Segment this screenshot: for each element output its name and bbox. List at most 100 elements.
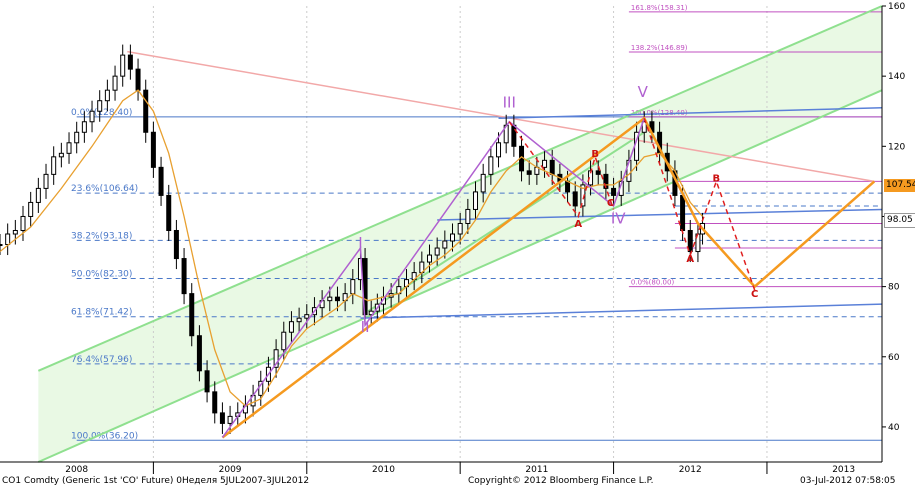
channel-line <box>37 5 883 372</box>
candle-body <box>66 142 72 154</box>
fib-level-label: 23.6%(106.64) <box>71 184 138 194</box>
candle-body <box>511 124 517 147</box>
candle-body <box>434 247 440 256</box>
fib-ext-label: 0.0%(80.00) <box>631 279 675 287</box>
abc-label: B <box>591 149 599 160</box>
candle-body <box>288 321 294 333</box>
fib-level-label: 61.8%(71.42) <box>71 308 132 318</box>
footer-security-label: CO1 Comdty (Generic 1st 'CO' Future) 0Не… <box>2 476 310 486</box>
candle-body <box>20 215 26 231</box>
fib-level-label: 50.0%(82.30) <box>71 270 132 280</box>
candle-body <box>58 152 64 158</box>
candle-body <box>442 240 448 249</box>
candle-body <box>473 191 479 210</box>
candle-body <box>542 159 548 168</box>
candle-body <box>12 229 18 235</box>
candle-body <box>488 156 494 175</box>
candle-body <box>496 142 502 158</box>
candle-body <box>5 233 11 246</box>
x-tick-label: 2012 <box>679 465 702 475</box>
resistance-line <box>498 106 883 119</box>
candle-body <box>196 335 202 372</box>
candle-body <box>143 89 149 133</box>
candle-body <box>457 222 463 235</box>
abc-label: B <box>713 173 721 184</box>
candle-body <box>173 229 179 260</box>
projection-line <box>221 116 876 439</box>
candle-body <box>549 159 555 175</box>
candle-body <box>296 317 302 323</box>
candle-body <box>181 258 187 295</box>
footer: CO1 Comdty (Generic 1st 'CO' Future) 0Не… <box>0 474 915 488</box>
candle-body <box>0 244 3 247</box>
candle-body <box>28 201 34 217</box>
support-line <box>360 303 883 319</box>
candle-body <box>465 208 471 224</box>
x-tick-label: 2013 <box>832 465 855 475</box>
candle-body <box>273 349 279 368</box>
wave-label: V <box>638 83 649 101</box>
candle-body <box>687 229 693 253</box>
wave-label: IV <box>611 209 626 227</box>
wave-label: III <box>503 94 516 112</box>
candle-body <box>104 89 110 102</box>
x-tick-label: 2010 <box>372 465 395 475</box>
last-price-orange-label: 107.54 <box>884 179 915 192</box>
y-tick-label: 60 <box>888 353 900 363</box>
candle-body <box>603 173 609 189</box>
fib-ext-label: 161.8%(158.31) <box>631 4 688 12</box>
wave-label: II <box>361 318 370 336</box>
candle-body <box>572 191 578 207</box>
y-tick-label: 120 <box>888 142 905 152</box>
candle-body <box>158 166 164 196</box>
candle-body <box>189 293 195 337</box>
candle-body <box>120 54 126 77</box>
candle-body <box>595 170 601 175</box>
candle-body <box>97 100 103 112</box>
footer-timestamp: 03-Jul-2012 07:58:05 <box>800 476 896 486</box>
y-tick-label: 80 <box>888 283 900 293</box>
candle-body <box>350 279 356 295</box>
y-tick-label: 40 <box>888 423 900 433</box>
downtrend-line <box>127 50 875 183</box>
candle-body <box>204 370 210 393</box>
candle-body <box>166 194 172 231</box>
fib-level-label: 38.2%(93.18) <box>71 231 132 241</box>
candle-body <box>112 75 118 91</box>
candle-body <box>526 170 532 175</box>
fib-ext-label: 100.0%(128.40) <box>631 109 688 117</box>
x-tick-label: 2009 <box>219 465 242 475</box>
y-tick-label: 140 <box>888 72 905 82</box>
candle-body <box>43 173 49 189</box>
fib-level-label: 76.4%(57.96) <box>71 355 132 365</box>
wave-count-line <box>221 117 645 438</box>
candle-body <box>81 121 87 133</box>
moving-average-line <box>0 89 704 407</box>
footer-copyright: Copyright© 2012 Bloomberg Finance L.P. <box>468 476 654 486</box>
y-tick-label: 160 <box>888 2 905 12</box>
candle-body <box>227 415 233 424</box>
candle-body <box>35 187 41 203</box>
channel-line <box>37 89 883 463</box>
candle-body <box>212 391 218 414</box>
wave-label: I <box>358 234 362 252</box>
candle-body <box>641 121 647 133</box>
last-price-label: 98.05 <box>884 213 915 228</box>
candle-body <box>327 296 333 302</box>
candle-body <box>426 254 432 263</box>
candle-body <box>74 131 80 144</box>
fib-level-label: 100.0%(36.20) <box>71 431 138 441</box>
abc-label: C <box>607 198 614 209</box>
correction-line <box>643 118 756 291</box>
abc-label: A <box>574 219 582 230</box>
candle-body <box>611 187 617 196</box>
candle-body <box>450 233 456 242</box>
candle-body <box>51 156 57 175</box>
correction-line <box>508 121 615 219</box>
candle-body <box>135 68 141 91</box>
candle-body <box>89 110 95 123</box>
fib-level-label: 0.0%(128.40) <box>71 108 132 118</box>
candle-body <box>565 180 571 193</box>
abc-label: C <box>751 289 758 300</box>
